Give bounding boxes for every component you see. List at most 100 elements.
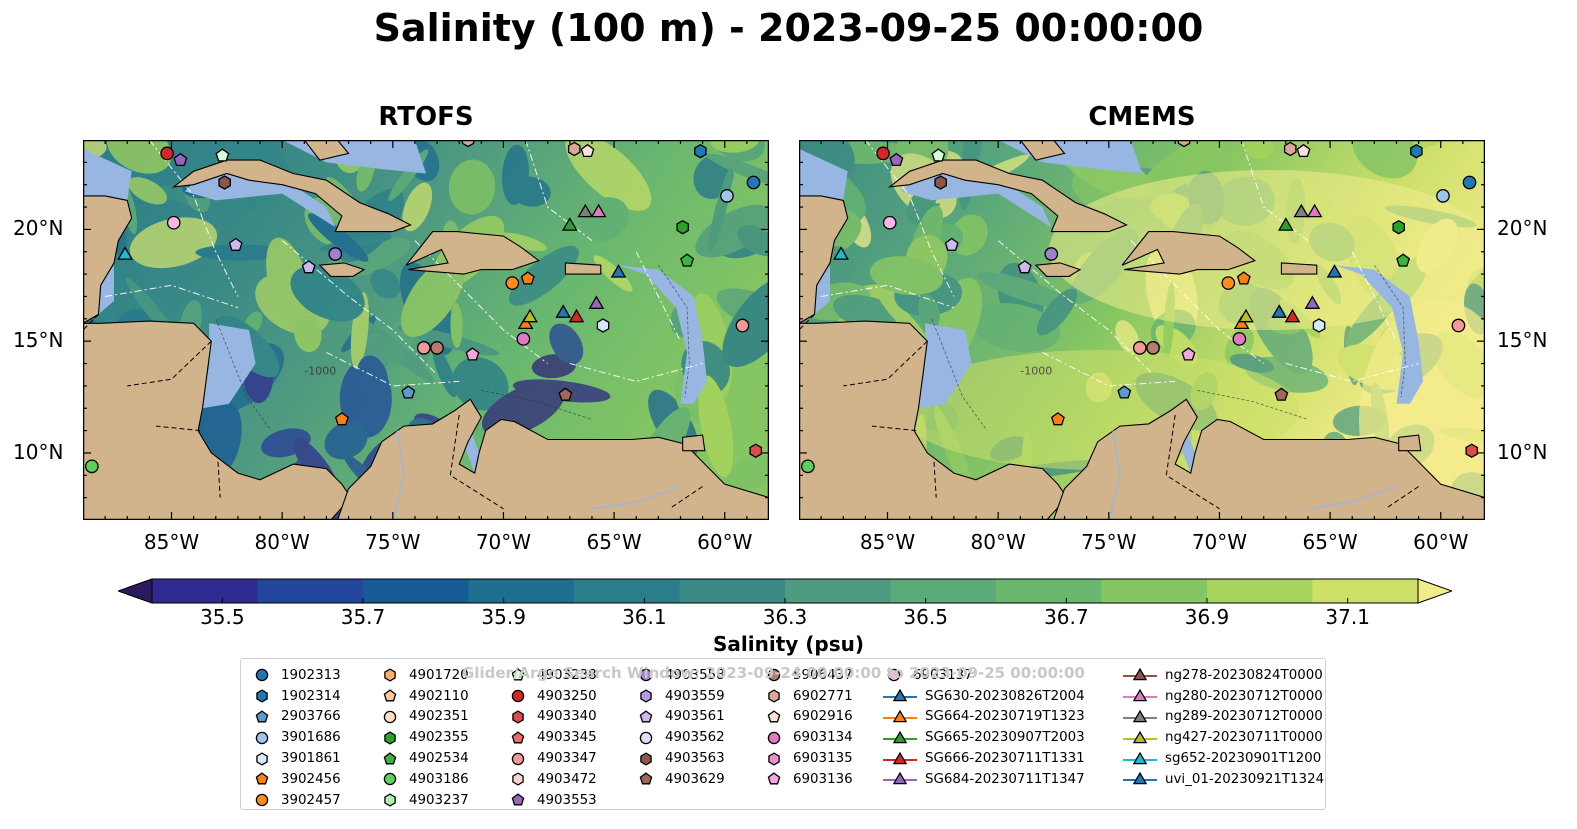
lat-tick-label-right: 15°N	[1497, 328, 1548, 353]
legend-entry: SG684-20230711T1347	[883, 769, 1085, 790]
legend-label: 4902351	[409, 709, 469, 725]
colorbar-segment	[468, 579, 575, 603]
marker-ng289-20230712T0000	[1293, 203, 1310, 218]
legend-swatch-icon	[511, 689, 525, 703]
legend-marker-icon	[767, 710, 781, 723]
marker-3901686	[720, 189, 734, 203]
shallow-mosquito	[202, 323, 256, 409]
marker-6902771	[567, 141, 581, 157]
legend-marker-icon	[1132, 730, 1148, 744]
legend-marker-icon	[511, 752, 525, 765]
legend-marker-icon	[639, 669, 653, 682]
legend-entry: 3902456	[251, 769, 341, 790]
legend-marker-icon	[1132, 709, 1148, 723]
panel-title-rtofs: RTOFS	[378, 102, 474, 132]
legend-entry: 4901720	[379, 665, 469, 686]
legend-marker-icon	[256, 751, 268, 766]
legend-entry: 4903563	[635, 748, 725, 769]
legend-entry: 4903561	[635, 707, 725, 728]
land-cuba	[887, 159, 1128, 233]
legend-label: 6903134	[793, 730, 853, 746]
lon-tick-label: 65°W	[1302, 530, 1358, 554]
legend-swatch-icon	[767, 731, 781, 745]
legend-swatch-icon	[511, 752, 525, 765]
marker-6902916	[1296, 143, 1311, 158]
marker-4903563	[218, 175, 231, 190]
legend-label: 6903137	[913, 667, 973, 683]
shallow-eastIsl	[618, 265, 707, 404]
colorbar	[118, 578, 1452, 604]
marker-4903186	[85, 459, 99, 474]
colorbar-segment	[679, 579, 786, 603]
legend-swatch-icon	[255, 669, 269, 682]
legend-marker-icon	[383, 689, 397, 702]
legend-entry: 6903136	[763, 769, 853, 790]
legend-marker-icon	[511, 689, 525, 703]
legend-entry: SG630-20230826T2004	[883, 686, 1085, 707]
legend-swatch-icon	[883, 751, 917, 764]
marker-3901861	[1312, 318, 1326, 333]
legend-marker-icon	[255, 793, 269, 807]
legend-marker-icon	[384, 668, 396, 683]
legend-entry: 4903340	[507, 707, 597, 728]
legend-entry: 6903134	[763, 727, 853, 748]
marker-4903561	[1017, 260, 1032, 274]
lon-tick-label: 80°W	[254, 530, 310, 554]
legend-entry: SG664-20230719T1323	[883, 707, 1085, 728]
legend-label: SG665-20230907T2003	[925, 730, 1085, 746]
legend-label: 4903558	[665, 667, 725, 683]
legend-entry: 4903559	[635, 686, 725, 707]
marker-4903561	[301, 260, 316, 274]
legend-entry: 1902313	[251, 665, 341, 686]
legend-entry: 4903238	[507, 665, 597, 686]
legend-marker-icon	[639, 731, 653, 745]
legend-label: 4902355	[409, 730, 469, 746]
legend-entry: 6903137	[883, 665, 1085, 686]
legend-label: 3902456	[281, 771, 341, 787]
marker-6903136	[465, 347, 480, 361]
legend-swatch-icon	[883, 688, 917, 702]
colorbar-segment	[152, 579, 258, 603]
legend-marker-icon	[383, 751, 397, 765]
marker-4903563	[934, 175, 947, 190]
colorbar-segment	[785, 579, 891, 603]
legend-swatch-icon	[511, 668, 525, 681]
shallow-belize	[814, 265, 830, 315]
marker-4903250	[876, 146, 890, 161]
land-hispaniola	[1121, 231, 1257, 275]
legend-marker-icon	[256, 689, 268, 703]
marker-6903136	[1181, 347, 1196, 361]
legend-swatch-icon	[511, 731, 525, 744]
marker-SG665-20230907T2003	[561, 217, 578, 231]
marker-4903340	[1465, 443, 1479, 458]
legend-label: 2903766	[281, 709, 341, 725]
marker-SG684-20230711T1347	[1304, 295, 1321, 309]
map-frame	[83, 140, 769, 520]
legend-label: 4903562	[665, 730, 725, 746]
marker-4903558	[1044, 247, 1059, 261]
legend-marker-icon	[384, 793, 396, 807]
land-yucatan	[83, 140, 133, 324]
legend-label: 4902110	[409, 688, 469, 704]
legend-entry: SG666-20230711T1331	[883, 748, 1085, 769]
marker-SG666-20230711T1331	[568, 308, 585, 323]
legend-label: uvi_01-20230921T1324	[1165, 771, 1325, 787]
isobath-label: -1000	[304, 365, 336, 378]
legend-label: 4903238	[537, 667, 597, 683]
lon-tick-label: 65°W	[586, 530, 642, 554]
lat-tick-label-right: 10°N	[1497, 439, 1548, 464]
colorbar-segment	[1207, 579, 1313, 603]
marker-4902355	[1392, 219, 1405, 235]
legend-label: 4903561	[665, 709, 725, 725]
legend-swatch-icon	[1123, 688, 1157, 702]
legend-marker-icon	[512, 772, 524, 787]
map-frame	[799, 140, 1485, 520]
legend-swatch-icon	[1123, 772, 1157, 785]
legend-swatch-icon	[255, 793, 269, 807]
legend-entry: 3901686	[251, 727, 341, 748]
lat-tick-label-left: 15°N	[13, 328, 64, 353]
shallow-yucShelf	[83, 148, 132, 201]
shallow-yucShelf	[799, 148, 848, 201]
legend-label: 4903250	[537, 688, 597, 704]
land-puertorico	[564, 262, 602, 275]
